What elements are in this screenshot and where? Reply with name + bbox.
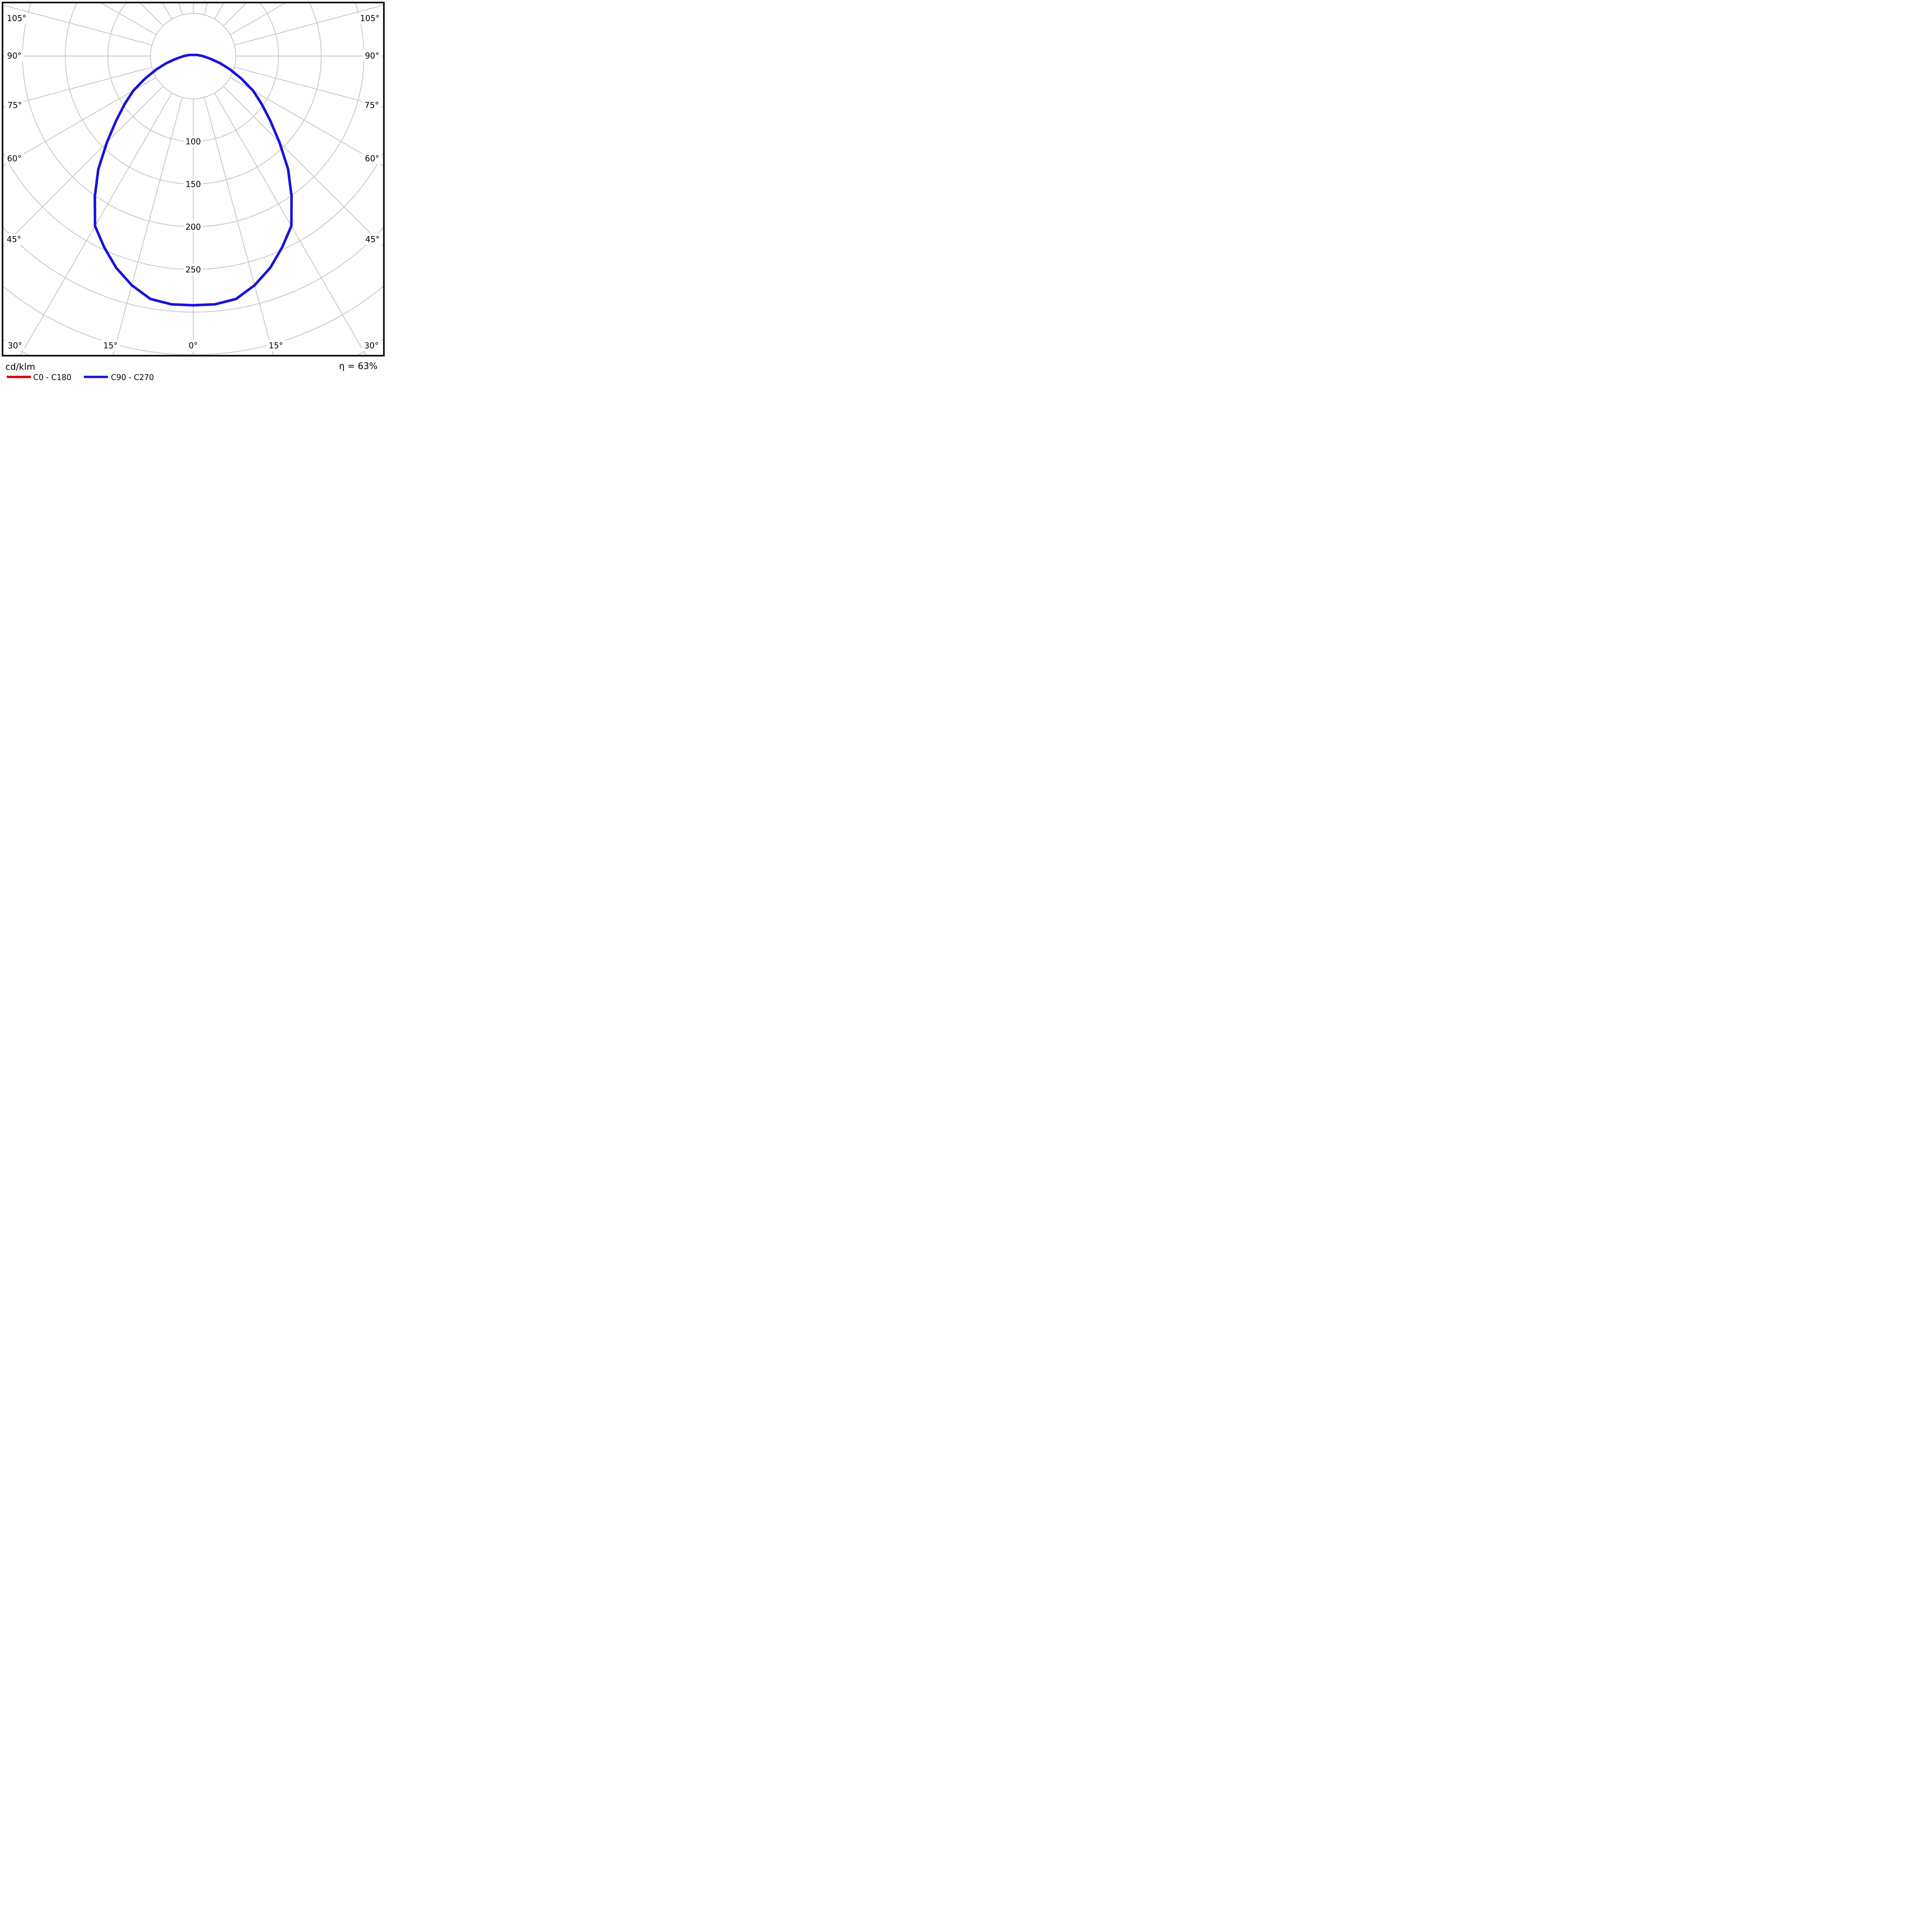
angle-label-left-105°: 105° (7, 14, 27, 23)
angle-label-left-90°: 90° (7, 51, 21, 61)
grid-ray-285 (3, 66, 152, 107)
angle-label-right-45°-bg (363, 233, 382, 245)
plot-border (2, 2, 385, 357)
grid-ray-60 (230, 77, 383, 167)
curve-c90-c270 (94, 53, 293, 307)
angle-label-left-90°-bg (5, 50, 24, 61)
grid-ray-330 (20, 93, 172, 355)
radial-value-label-250: 250 (185, 265, 201, 274)
axis-labels: 105° 90° 75° 60° 45° 105° 90° 75° 60° 45° 30° 15° 0°… (4, 12, 382, 351)
legend: C0 - C180 C90 - C270 (7, 373, 154, 382)
angle-label-bottom-3-bg (266, 340, 286, 351)
radial-value-label-200-bg (184, 221, 203, 233)
angle-label-bottom-4: 30° (364, 341, 379, 350)
grid-ray-15 (204, 97, 274, 355)
radial-value-label-100: 100 (185, 137, 201, 146)
grid-ray-30 (214, 93, 366, 355)
legend-label-c90-c270: C90 - C270 (111, 373, 154, 382)
radial-value-label-150-bg (184, 178, 203, 190)
grid-ray-75 (234, 66, 383, 107)
angle-label-right-45°: 45° (365, 235, 379, 244)
angle-label-left-105°-bg (5, 12, 28, 24)
grid-ray-105 (234, 5, 383, 46)
legend-label-c0-c180: C0 - C180 (33, 373, 71, 382)
grid-ray-300 (3, 77, 156, 167)
angle-label-left-75°: 75° (7, 101, 22, 110)
radial-value-label-100-bg (184, 136, 203, 147)
angle-label-bottom-0-bg (5, 340, 24, 351)
polar-intensity-chart: 105° 90° 75° 60° 45° 105° 90° 75° 60° 45° 30° 15° 0°… (0, 0, 386, 386)
grid-ray-255 (3, 5, 152, 46)
angle-label-right-105°: 105° (360, 14, 380, 23)
angle-label-bottom-1: 15° (103, 341, 117, 350)
angle-label-bottom-2-bg (186, 340, 201, 351)
grid-ray-345 (112, 97, 183, 355)
angle-label-left-45°-bg (4, 233, 24, 245)
angle-label-left-60°: 60° (7, 154, 21, 163)
angle-label-bottom-0: 30° (8, 341, 22, 350)
radial-value-label-200: 200 (185, 222, 201, 231)
angle-label-right-75°: 75° (364, 101, 379, 110)
angle-label-right-60°: 60° (365, 154, 379, 163)
radial-value-label-150: 150 (185, 180, 201, 189)
angle-label-bottom-1-bg (101, 340, 120, 351)
intensity-curves (94, 53, 293, 307)
angle-label-bottom-3: 15° (269, 341, 283, 350)
angle-label-right-75°-bg (362, 99, 381, 111)
angle-label-right-60°-bg (362, 153, 382, 164)
unit-label: cd/klm (5, 362, 35, 372)
radial-value-label-250-bg (184, 264, 203, 275)
angle-label-right-105°-bg (358, 12, 381, 24)
angle-label-bottom-4-bg (362, 340, 381, 351)
angle-label-left-75°-bg (5, 99, 24, 111)
efficiency-label: η = 63% (339, 361, 378, 371)
angle-label-right-90°-bg (362, 50, 382, 61)
angle-label-bottom-2: 0° (189, 341, 198, 350)
photometric-diagram-page: 105° 90° 75° 60° 45° 105° 90° 75° 60° 45° 30° 15° 0°… (0, 0, 386, 386)
angle-label-right-90°: 90° (365, 51, 379, 61)
angle-label-left-45°: 45° (7, 235, 21, 244)
angle-label-left-60°-bg (5, 153, 24, 164)
